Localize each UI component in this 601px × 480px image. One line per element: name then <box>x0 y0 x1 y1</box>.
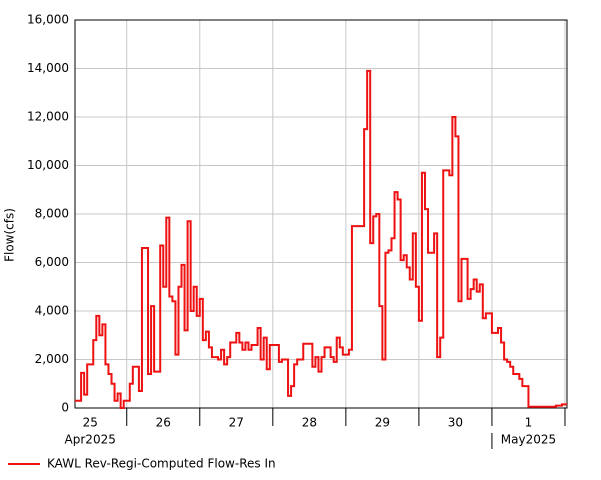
flow-line <box>75 69 567 409</box>
y-tick-label: 12,000 <box>27 110 69 124</box>
plot-frame <box>74 19 568 409</box>
x-tick-label: 25 <box>83 416 98 430</box>
y-tick-label: 8,000 <box>35 207 69 221</box>
y-tick-label: 16,000 <box>27 13 69 27</box>
y-tick-label: 14,000 <box>27 61 69 75</box>
x-tick-label: 30 <box>448 416 463 430</box>
x-month-label: Apr2025 <box>65 433 116 447</box>
y-tick-label: 6,000 <box>35 255 69 269</box>
legend-label: KAWL Rev-Regi-Computed Flow-Res In <box>47 457 276 471</box>
x-month-label: May2025 <box>501 433 556 447</box>
x-tick-label: 1 <box>525 416 533 430</box>
y-axis-label: Flow(cfs) <box>3 208 17 262</box>
x-tick-label: 26 <box>156 416 171 430</box>
y-tick-label: 4,000 <box>35 304 69 318</box>
x-tick-label: 28 <box>302 416 317 430</box>
y-tick-label: 2,000 <box>35 352 69 366</box>
x-tick-label: 29 <box>375 416 390 430</box>
x-tick-label: 27 <box>229 416 244 430</box>
y-tick-label: 10,000 <box>27 158 69 172</box>
y-tick-label: 0 <box>61 401 69 415</box>
